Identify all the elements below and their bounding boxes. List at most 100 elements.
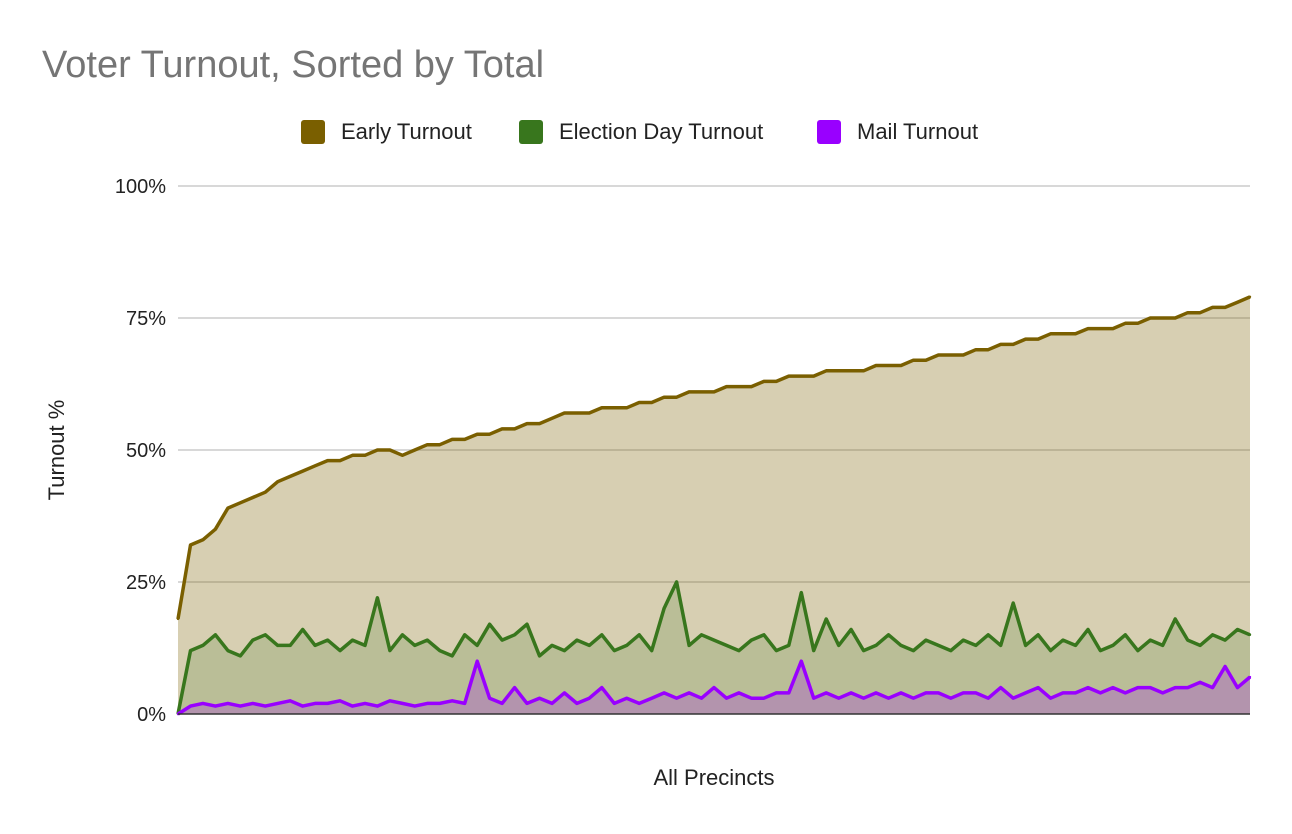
point-early-turnout [276, 480, 279, 483]
point-early-turnout [750, 385, 753, 388]
point-election-day-turnout [625, 644, 628, 647]
point-early-turnout [451, 438, 454, 441]
point-election-day-turnout [1124, 633, 1127, 636]
point-mail-turnout [1074, 691, 1077, 695]
point-election-day-turnout [363, 644, 367, 647]
point-election-day-turnout [824, 617, 828, 621]
gridlines [178, 185, 1250, 583]
point-election-day-turnout [1024, 644, 1027, 647]
point-mail-turnout [1211, 686, 1214, 689]
point-election-day-turnout [288, 644, 292, 647]
point-early-turnout [376, 448, 379, 452]
point-mail-turnout [1161, 691, 1164, 695]
point-mail-turnout [899, 691, 903, 695]
series-lines [176, 295, 1252, 716]
point-early-turnout [912, 359, 915, 362]
point-mail-turnout [588, 696, 591, 700]
point-early-turnout [176, 617, 180, 621]
point-election-day-turnout [613, 649, 616, 652]
point-early-turnout [1248, 295, 1252, 299]
point-election-day-turnout [937, 644, 940, 647]
point-election-day-turnout [550, 644, 554, 647]
point-mail-turnout [613, 702, 616, 705]
point-election-day-turnout [650, 649, 653, 652]
point-early-turnout [1174, 316, 1177, 320]
legend-item-early-turnout[interactable]: Early Turnout [301, 117, 472, 147]
point-early-turnout [662, 396, 666, 399]
point-election-day-turnout [1211, 633, 1214, 636]
point-mail-turnout [1124, 691, 1127, 695]
point-election-day-turnout [376, 596, 379, 600]
point-election-day-turnout [638, 633, 641, 636]
point-mail-turnout [712, 686, 716, 689]
point-early-turnout [737, 385, 741, 388]
point-election-day-turnout [1149, 638, 1152, 642]
point-election-day-turnout [1074, 644, 1077, 647]
point-election-day-turnout [463, 633, 466, 636]
point-early-turnout [1186, 311, 1189, 314]
legend-swatch-election-day [519, 120, 543, 144]
point-mail-turnout [1149, 686, 1152, 689]
point-election-day-turnout [301, 628, 304, 631]
legend-item-mail-turnout[interactable]: Mail Turnout [817, 117, 978, 147]
point-election-day-turnout [588, 644, 591, 647]
point-election-day-turnout [1223, 638, 1227, 642]
point-mail-turnout [737, 691, 741, 695]
point-mail-turnout [525, 702, 529, 705]
point-early-turnout [301, 469, 304, 473]
point-election-day-turnout [538, 654, 541, 658]
point-early-turnout [1124, 322, 1127, 325]
point-mail-turnout [550, 702, 554, 705]
point-election-day-turnout [775, 649, 778, 652]
point-early-turnout [613, 406, 616, 409]
point-early-turnout [500, 427, 504, 431]
point-mail-turnout [226, 702, 230, 705]
point-early-turnout [475, 432, 479, 436]
point-early-turnout [1099, 327, 1102, 330]
point-election-day-turnout [600, 633, 604, 636]
point-mail-turnout [264, 704, 267, 708]
y-tick-label: 25% [126, 572, 166, 594]
point-election-day-turnout [214, 633, 217, 636]
point-early-turnout [1111, 327, 1115, 330]
y-tick-label: 50% [126, 440, 166, 462]
point-mail-turnout [974, 691, 977, 695]
point-election-day-turnout [887, 633, 890, 636]
legend-item-election-day-turnout[interactable]: Election Day Turnout [519, 117, 763, 147]
point-election-day-turnout [1186, 638, 1189, 642]
point-election-day-turnout [575, 638, 579, 642]
point-election-day-turnout [787, 644, 790, 647]
point-election-day-turnout [525, 623, 529, 626]
point-early-turnout [837, 369, 840, 372]
point-mail-turnout [513, 686, 516, 689]
legend-swatch-early [301, 120, 325, 144]
y-axis-ticks: 0% 25% 50% 75% 100% [115, 176, 166, 726]
point-mail-turnout [662, 691, 666, 695]
point-mail-turnout [1186, 686, 1189, 689]
point-early-turnout [264, 491, 267, 494]
point-early-turnout [525, 422, 529, 425]
point-mail-turnout [725, 696, 728, 700]
point-early-turnout [214, 528, 217, 531]
point-mail-turnout [650, 696, 653, 700]
point-early-turnout [251, 496, 254, 499]
point-early-turnout [874, 364, 878, 367]
point-early-turnout [625, 406, 628, 409]
point-mail-turnout [338, 699, 342, 702]
point-election-day-turnout [1061, 638, 1065, 642]
point-early-turnout [488, 432, 491, 436]
point-election-day-turnout [276, 644, 279, 647]
point-early-turnout [812, 374, 815, 378]
point-election-day-turnout [1236, 628, 1239, 631]
point-mail-turnout [563, 691, 566, 695]
point-early-turnout [363, 454, 367, 457]
y-axis-title: Turnout % [44, 400, 69, 501]
point-mail-turnout [1024, 691, 1027, 695]
point-election-day-turnout [401, 633, 404, 636]
legend-label-mail: Mail Turnout [857, 119, 979, 144]
point-election-day-turnout [862, 649, 865, 652]
point-mail-turnout [276, 702, 279, 705]
point-election-day-turnout [949, 649, 953, 652]
point-election-day-turnout [1099, 649, 1102, 652]
point-election-day-turnout [800, 591, 803, 594]
